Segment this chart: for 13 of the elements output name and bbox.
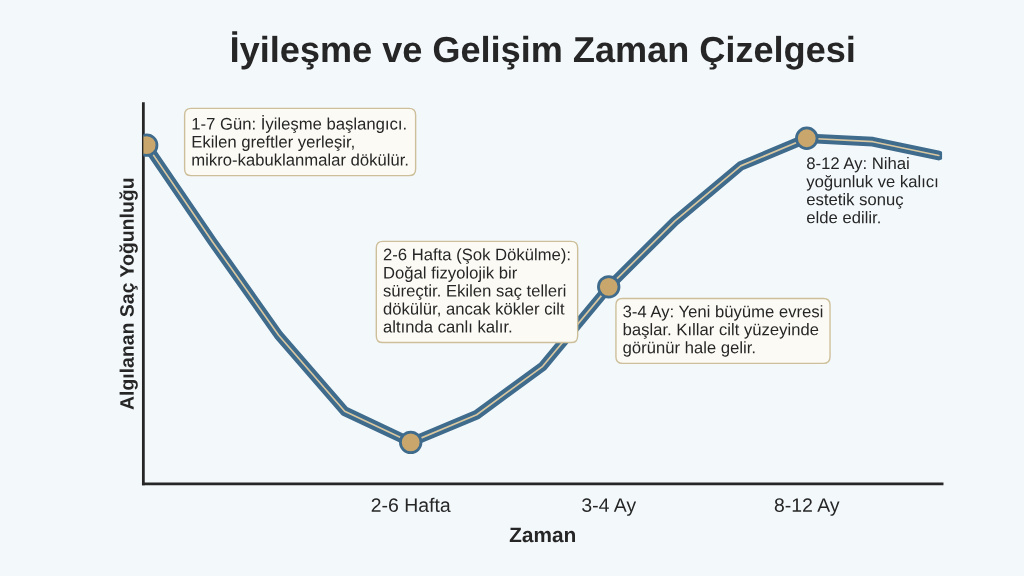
x-axis-title: Zaman [509,527,576,543]
x-tick-label: 3-4 Ay [582,498,637,516]
annotation: 8-12 Ay: Nihai yoğunluk ve kalıcı estetik sonuç elde edilir. [806,156,938,224]
annotation: 3-4 Ay: Yeni büyüme evresi başlar. Kıllar cilt yüzeyinde görünür hale gelir. [623,305,823,357]
chart-title: İyileşme ve Gelişim Zaman Çizelgesi [232,31,854,70]
annotation: 1-7 Gün: İyileşme başlangıcı. Ekilen greftler yerleşir, mikro-kabuklanmalar dökülür. [192,115,408,166]
point [399,430,423,455]
y-axis-title: Algılanan Saç Yoğunluğu [119,178,138,410]
point [597,275,621,299]
x-tick-label: 8-12 Ay [774,498,840,516]
point [795,126,819,150]
x-tick-label: 2-6 Hafta [371,497,451,513]
annotation: 2-6 Hafta (Şok Dökülme): Doğal fizyolojik bir süreçtir. Ekilen saç telleri dökülür, ancak kökler cilt altında canlı kalır. [383,248,570,333]
